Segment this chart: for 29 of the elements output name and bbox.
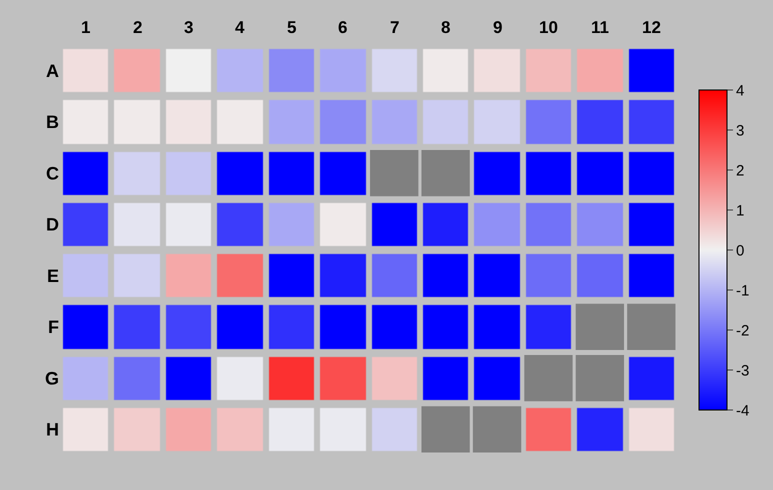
y-tick-label: E <box>46 266 59 286</box>
x-tick-label: 9 <box>493 18 502 37</box>
x-tick-label: 3 <box>184 18 194 37</box>
x-tick-label: 12 <box>642 18 661 37</box>
color-bar-label: -4 <box>736 402 750 420</box>
y-tick-label: G <box>44 368 59 388</box>
x-tick-label: 4 <box>235 18 245 37</box>
color-bar-label: 2 <box>736 162 744 180</box>
y-tick-label: A <box>46 60 59 81</box>
color-bar-label: 0 <box>736 242 744 260</box>
x-tick-label: 2 <box>133 18 142 37</box>
color-bar-label: -2 <box>736 322 750 340</box>
x-tick-label: 8 <box>441 18 450 37</box>
x-tick-label: 1 <box>81 18 90 37</box>
x-tick-label: 10 <box>539 18 558 37</box>
y-tick-label: D <box>46 214 59 235</box>
y-tick-label: C <box>46 163 59 184</box>
x-tick-label: 7 <box>390 18 400 37</box>
color-bar-label: -1 <box>736 282 750 300</box>
color-bar-label: -3 <box>736 362 750 380</box>
y-tick-label: B <box>46 112 59 132</box>
color-bar-label: 4 <box>736 82 744 100</box>
x-tick-label: 5 <box>287 18 296 37</box>
x-tick-label: 6 <box>338 18 348 37</box>
x-tick-label: 11 <box>591 18 609 37</box>
color-bar-label: 3 <box>736 122 744 140</box>
color-bar-label: 1 <box>736 202 744 220</box>
y-tick-label: F <box>48 317 59 338</box>
y-tick-label: H <box>46 420 59 440</box>
